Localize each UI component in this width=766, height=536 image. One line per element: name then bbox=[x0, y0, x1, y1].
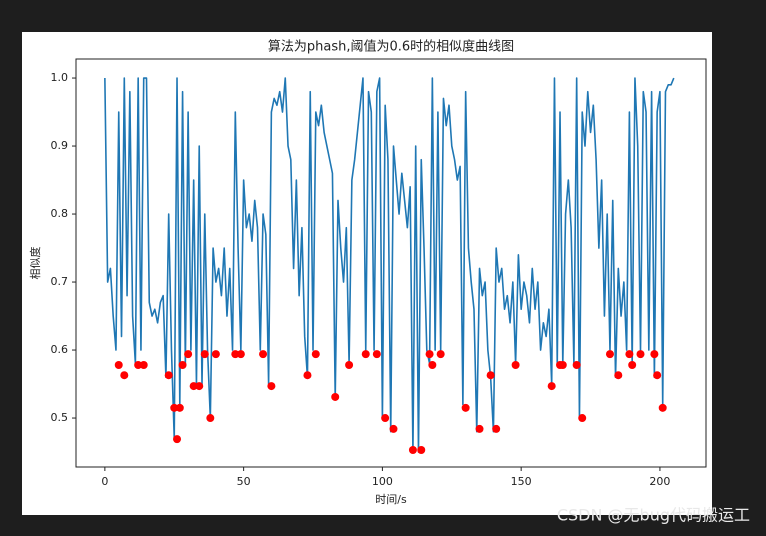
point bbox=[381, 414, 390, 423]
y-tick-label: 0.8 bbox=[51, 207, 69, 220]
point bbox=[139, 361, 148, 369]
point bbox=[134, 361, 143, 369]
point bbox=[361, 350, 370, 359]
x-tick-label: 50 bbox=[237, 475, 251, 488]
point bbox=[211, 350, 220, 359]
point bbox=[331, 392, 340, 401]
point bbox=[184, 350, 193, 359]
point bbox=[173, 435, 182, 444]
point bbox=[231, 350, 240, 359]
point bbox=[303, 371, 312, 380]
point bbox=[578, 414, 587, 423]
point bbox=[653, 371, 662, 380]
point bbox=[417, 446, 426, 454]
point bbox=[625, 350, 634, 359]
line bbox=[104, 77, 675, 453]
point bbox=[558, 361, 567, 369]
y-axis-label: 相似度 bbox=[28, 247, 42, 280]
y-tick-label: 1.0 bbox=[51, 71, 69, 84]
point bbox=[572, 361, 581, 369]
point bbox=[408, 446, 417, 454]
y-tick-label: 0.6 bbox=[51, 343, 69, 356]
point bbox=[236, 350, 245, 359]
watermark: CSDN @无bug代码搬运工 bbox=[557, 506, 750, 525]
point bbox=[436, 350, 445, 359]
point bbox=[178, 361, 187, 369]
point bbox=[547, 382, 556, 391]
point bbox=[486, 371, 495, 380]
point bbox=[189, 382, 198, 391]
point bbox=[200, 350, 209, 359]
point bbox=[650, 350, 659, 359]
x-tick-label: 0 bbox=[101, 475, 108, 488]
point bbox=[614, 371, 623, 380]
x-tick-label: 150 bbox=[511, 475, 532, 488]
point bbox=[170, 403, 179, 412]
point bbox=[120, 371, 129, 380]
y-tick-label: 0.9 bbox=[51, 139, 69, 152]
x-tick-label: 100 bbox=[372, 475, 393, 488]
point bbox=[461, 403, 470, 412]
point bbox=[345, 361, 354, 369]
point bbox=[259, 350, 268, 359]
point bbox=[389, 424, 398, 433]
chart-title: 算法为phash,阈值为0.6时的相似度曲线图 bbox=[268, 39, 514, 55]
point bbox=[267, 382, 276, 391]
point bbox=[475, 424, 484, 433]
point bbox=[372, 350, 381, 359]
point bbox=[175, 403, 184, 412]
point bbox=[206, 414, 215, 423]
point bbox=[628, 361, 637, 369]
plot-frame bbox=[75, 58, 707, 468]
point bbox=[636, 350, 645, 359]
y-tick-label: 0.5 bbox=[51, 411, 69, 424]
x-tick-label: 200 bbox=[649, 475, 670, 488]
point bbox=[311, 350, 320, 359]
y-tick-label: 0.7 bbox=[51, 275, 69, 288]
point bbox=[605, 350, 614, 359]
point bbox=[428, 361, 437, 369]
point bbox=[658, 403, 667, 412]
point bbox=[164, 371, 173, 380]
point bbox=[425, 350, 434, 359]
point bbox=[492, 424, 501, 433]
point bbox=[511, 361, 520, 369]
point bbox=[114, 361, 123, 369]
x-axis-label: 时间/s bbox=[375, 493, 407, 506]
point bbox=[195, 382, 204, 391]
